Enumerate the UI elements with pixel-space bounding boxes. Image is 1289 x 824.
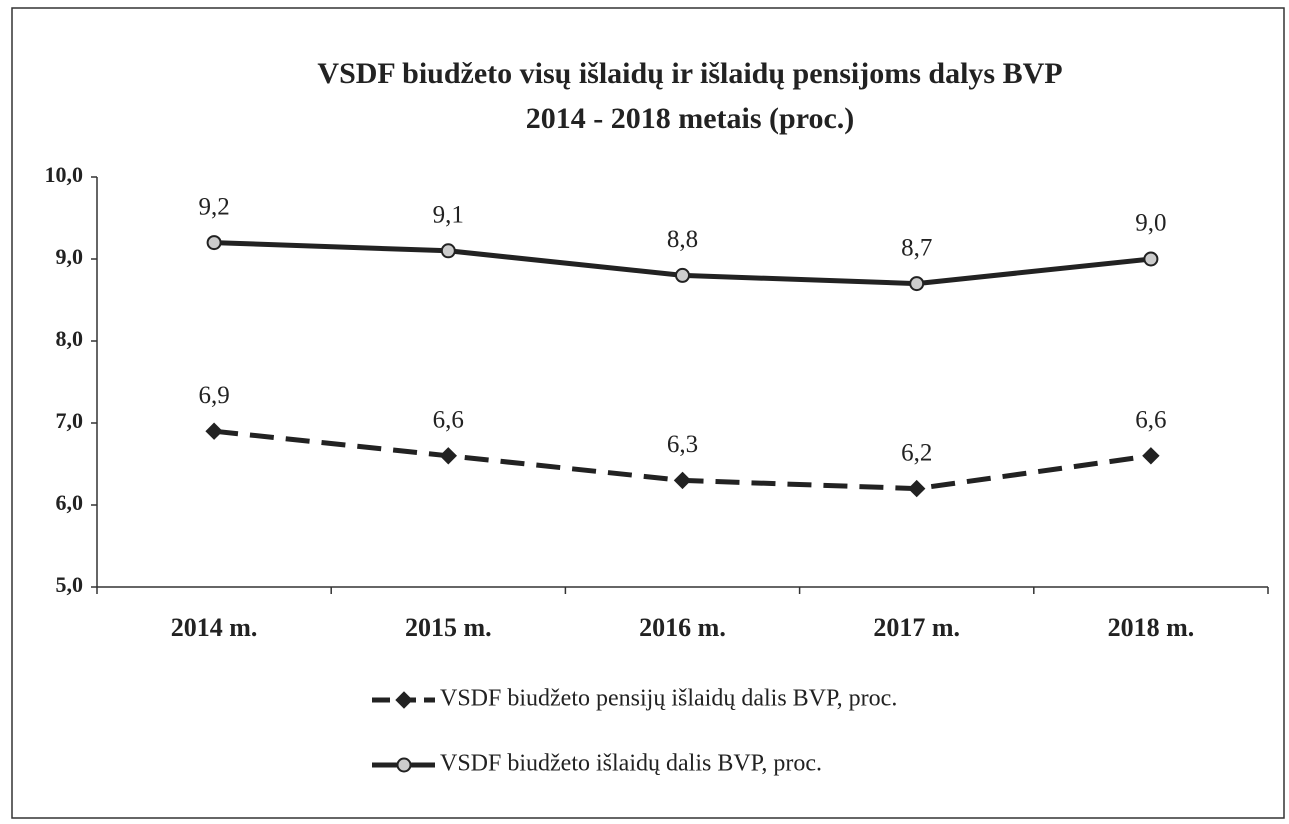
legend-label: VSDF biudžeto pensijų išlaidų dalis BVP,… (440, 686, 897, 712)
data-label: 6,9 (198, 382, 229, 409)
data-point (1143, 251, 1159, 267)
data-point (206, 235, 222, 251)
data-label: 6,6 (433, 407, 464, 434)
data-label: 6,2 (901, 439, 932, 466)
chart-title: VSDF biudžeto visų išlaidų ir išlaidų pe… (317, 57, 1062, 90)
data-point (675, 267, 690, 283)
x-tick-label: 2015 m. (405, 613, 492, 642)
data-point (909, 276, 925, 292)
y-tick-label: 6,0 (56, 490, 84, 515)
data-label: 9,2 (198, 193, 229, 220)
data-label: 9,1 (433, 202, 464, 229)
x-tick-label: 2016 m. (639, 613, 726, 642)
legend-marker (396, 757, 412, 773)
data-label: 6,6 (1135, 407, 1166, 434)
legend-label: VSDF biudžeto išlaidų dalis BVP, proc. (440, 751, 822, 777)
data-point (205, 422, 223, 440)
y-tick-label: 7,0 (56, 408, 84, 433)
data-label: 8,8 (667, 226, 698, 253)
data-point (1142, 447, 1160, 465)
legend-marker (395, 691, 413, 709)
data-label: 8,7 (901, 234, 932, 261)
y-tick-label: 5,0 (56, 572, 84, 597)
data-label: 6,3 (667, 431, 698, 458)
y-tick-label: 9,0 (56, 244, 84, 269)
data-point (440, 243, 456, 259)
y-tick-label: 10,0 (45, 162, 84, 187)
data-label: 9,0 (1135, 210, 1166, 237)
x-tick-label: 2014 m. (171, 613, 258, 642)
chart-subtitle: 2014 - 2018 metais (proc.) (526, 102, 855, 135)
chart-frame (11, 7, 1285, 819)
data-point (907, 479, 926, 498)
x-tick-label: 2017 m. (873, 613, 960, 642)
data-point (439, 447, 458, 465)
data-point (673, 471, 692, 490)
x-tick-label: 2018 m. (1108, 613, 1195, 642)
y-tick-label: 8,0 (56, 326, 84, 351)
